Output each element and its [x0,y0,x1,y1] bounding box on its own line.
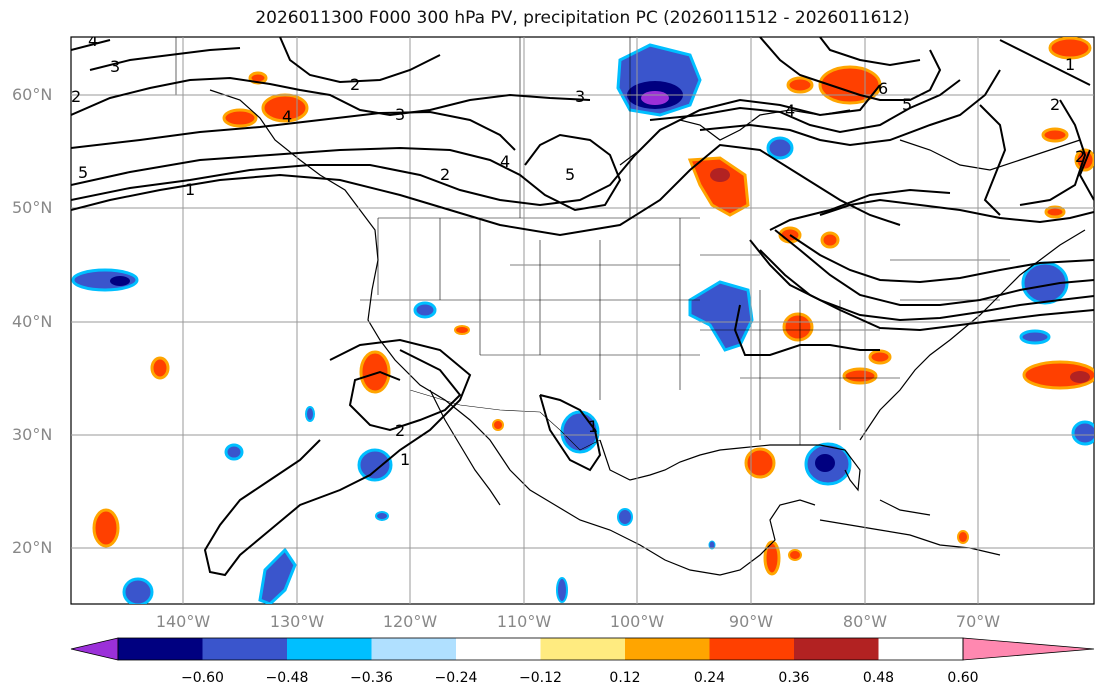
colorbar-tick: 0.48 [863,670,894,686]
colorbar-segment [371,638,456,660]
precip-negative-areas [71,43,1094,604]
colorbar-tick: 0.60 [947,670,978,686]
contour-label: 3 [395,105,405,124]
contour-label: 2 [1075,147,1085,166]
contour-label: 2 [440,165,450,184]
contour-label: 2 [350,75,360,94]
lon-label: 120°W [383,612,438,631]
contour-label: 3 [110,57,120,76]
contour-label: 4 [282,107,292,126]
contour-label: 2 [71,87,81,106]
colorbar-tick: 0.36 [778,670,809,686]
colorbar-tick: −0.12 [519,670,562,686]
colorbar-extend-high [962,637,1095,661]
lon-label: 140°W [156,612,211,631]
contour-label: 4 [785,101,795,120]
colorbar-tick: −0.24 [435,670,478,686]
longitude-labels: 140°W 130°W 120°W 110°W 100°W 90°W 80°W … [156,612,1000,631]
contour-label: 1 [1065,55,1075,74]
contour-label: 2 [1050,95,1060,114]
contour-label: 6 [878,79,888,98]
lon-label: 90°W [729,612,773,631]
colorbar-tick: −0.48 [266,670,309,686]
colorbar-segment [118,638,203,660]
colorbar-ticks: −0.60 −0.48 −0.36 −0.24 −0.12 0.12 0.24 … [181,670,979,686]
colorbar-tick: 0.24 [694,670,725,686]
contour-label: 1 [185,180,195,199]
contour-labels: 4 3 2 3 5 4 1 2 4 5 3 4 6 5 2 2 1 2 1 1 … [71,31,1085,469]
lon-label: 110°W [497,612,552,631]
lat-label: 60°N [12,85,52,104]
lat-label: 20°N [12,538,52,557]
colorbar-segment [202,638,287,660]
contour-label: 5 [902,95,912,114]
colorbar-extend-low [70,637,119,661]
graticule [71,37,1094,604]
lon-label: 80°W [843,612,887,631]
lon-label: 130°W [270,612,325,631]
colorbar-segment [540,638,625,660]
colorbar-segment [709,638,794,660]
colorbar-segment [456,638,541,660]
map-frame [70,36,1095,605]
colorbar-segment [287,638,372,660]
contour-label: 1 [588,417,598,436]
colorbar-tick: −0.60 [181,670,224,686]
lon-label: 100°W [610,612,665,631]
contour-label: 2 [395,421,405,440]
latitude-labels: 60°N 50°N 40°N 30°N 20°N [12,85,52,557]
contour-label: 5 [565,165,575,184]
lat-label: 40°N [12,312,52,331]
map-title: 2026011300 F000 300 hPa PV, precipitatio… [255,8,910,28]
colorbar-tick: 0.12 [609,670,640,686]
lat-label: 30°N [12,425,52,444]
contour-label: 4 [500,152,510,171]
contour-label: 4 [88,31,98,50]
lat-label: 50°N [12,198,52,217]
colorbar-tick: −0.36 [350,670,393,686]
precip-positive-areas [92,37,1094,576]
contour-label: 3 [575,87,585,106]
pv-contours [71,37,1094,577]
contour-label: 1 [400,450,410,469]
colorbar: −0.60 −0.48 −0.36 −0.24 −0.12 0.12 0.24 … [70,637,1095,686]
contour-label: 5 [78,163,88,182]
colorbar-segment [625,638,710,660]
colorbar-segment [794,638,879,660]
lon-label: 70°W [956,612,1000,631]
